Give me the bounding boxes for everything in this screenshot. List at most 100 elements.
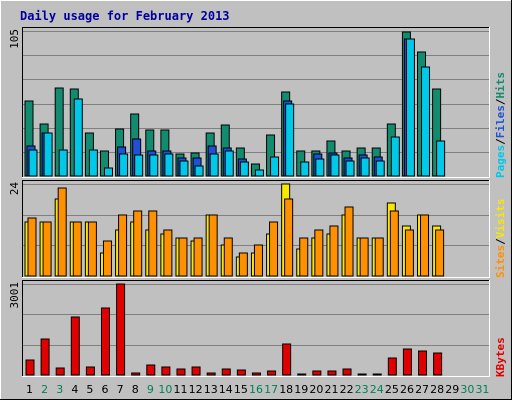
bar-sites-day-9: [148, 210, 158, 277]
day-label: 8: [132, 383, 139, 396]
bar-pages-day-28: [436, 140, 446, 177]
day-label: 28: [430, 383, 444, 396]
bar-kbytes-day-7: [116, 283, 126, 376]
bar-kbytes-day-6: [100, 307, 110, 376]
day-label: 21: [324, 383, 338, 396]
bar-pages-day-3: [58, 149, 68, 177]
bar-pages-day-22: [345, 160, 355, 177]
bar-sites-day-2: [42, 221, 52, 277]
bar-sites-day-18: [284, 198, 294, 277]
bar-kbytes-day-21: [327, 370, 337, 376]
bar-pages-day-27: [421, 66, 431, 177]
bar-kbytes-day-28: [433, 352, 443, 376]
bar-pages-day-12: [194, 165, 204, 177]
day-label: 23: [355, 383, 369, 396]
panel-middle: 24 Sites/Visits: [8, 180, 507, 278]
day-label: 18: [279, 383, 293, 396]
chart-title: Daily usage for February 2013: [20, 9, 230, 23]
day-label: 13: [204, 383, 218, 396]
day-label: 7: [117, 383, 124, 396]
bar-kbytes-day-1: [25, 359, 35, 376]
bar-pages-day-4: [73, 98, 83, 177]
bar-sites-day-10: [163, 229, 173, 277]
bar-pages-day-17: [270, 156, 280, 177]
max-value-label: 3001: [8, 282, 21, 309]
bar-kbytes-day-9: [146, 364, 156, 376]
bar-sites-day-7: [118, 214, 128, 277]
bar-sites-day-26: [404, 229, 414, 277]
bar-sites-day-5: [87, 221, 97, 277]
bar-pages-day-20: [315, 158, 325, 177]
day-label: 29: [445, 383, 459, 396]
bar-kbytes-day-13: [206, 372, 216, 376]
bar-kbytes-day-5: [85, 366, 95, 376]
bar-pages-day-6: [103, 167, 113, 177]
bar-kbytes-day-16: [251, 372, 261, 376]
bar-kbytes-day-15: [236, 369, 246, 376]
bar-sites-day-20: [314, 229, 324, 277]
bar-kbytes-day-26: [402, 348, 412, 376]
bar-pages-day-14: [224, 150, 234, 177]
bar-pages-day-24: [375, 160, 385, 177]
legend-top: Pages/Files/Hits: [494, 72, 507, 178]
bar-sites-day-13: [208, 214, 218, 277]
max-value-label: 24: [8, 182, 21, 196]
bar-sites-day-11: [178, 237, 188, 277]
bar-kbytes-day-14: [221, 368, 231, 376]
bar-pages-day-15: [239, 161, 249, 177]
bar-sites-day-22: [344, 206, 354, 277]
bar-pages-day-1: [28, 149, 38, 177]
bar-kbytes-day-2: [40, 338, 50, 376]
bar-kbytes-day-17: [267, 370, 277, 376]
bar-kbytes-day-19: [297, 373, 307, 376]
bar-sites-day-27: [420, 214, 430, 277]
bar-kbytes-day-12: [191, 366, 201, 376]
day-label: 14: [219, 383, 233, 396]
bar-kbytes-day-23: [357, 373, 367, 376]
day-label: 4: [71, 383, 78, 396]
bar-pages-day-16: [254, 169, 264, 177]
day-label: 26: [400, 383, 414, 396]
day-label: 15: [234, 383, 248, 396]
day-label: 17: [264, 383, 278, 396]
day-label: 1: [26, 383, 33, 396]
bar-sites-day-4: [72, 221, 82, 277]
day-label: 5: [86, 383, 93, 396]
bar-sites-day-8: [133, 210, 143, 277]
day-label: 27: [415, 383, 429, 396]
bar-sites-day-25: [389, 210, 399, 277]
day-label: 31: [475, 383, 489, 396]
bar-sites-day-15: [238, 252, 248, 277]
bar-kbytes-day-27: [418, 350, 428, 376]
day-label: 2: [41, 383, 48, 396]
bar-sites-day-19: [299, 237, 309, 277]
bar-sites-day-24: [374, 237, 384, 277]
bar-pages-day-11: [179, 160, 189, 177]
day-label: 12: [189, 383, 203, 396]
bar-sites-day-16: [253, 244, 263, 277]
legend-item: Files: [494, 105, 507, 138]
bar-sites-day-28: [435, 229, 445, 277]
day-labels: 1 2 3 4 5 6 7 8 9 10 11 12 13 14 15 16 17 18 19 20 21 22 23 24 2…: [26, 383, 489, 396]
legend-item: Pages: [494, 145, 507, 178]
bar-pages-day-18: [285, 103, 295, 177]
bar-pages-day-26: [405, 38, 415, 177]
day-label: 11: [174, 383, 188, 396]
legend-item: Visits: [494, 199, 507, 239]
bar-pages-day-7: [119, 153, 129, 177]
day-label: 3: [56, 383, 63, 396]
legend-item: /: [494, 238, 507, 245]
bar-pages-day-23: [360, 157, 370, 177]
day-label: 19: [294, 383, 308, 396]
legend-item: /: [494, 138, 507, 145]
max-value-label: 105: [8, 29, 21, 49]
legend-item: /: [494, 98, 507, 105]
plot-area: [22, 280, 490, 377]
legend-bottom: KBytes: [494, 337, 507, 377]
bar-kbytes-day-24: [372, 373, 382, 376]
bar-kbytes-day-25: [387, 357, 397, 376]
bar-pages-day-21: [330, 154, 340, 177]
day-label: 24: [370, 383, 384, 396]
